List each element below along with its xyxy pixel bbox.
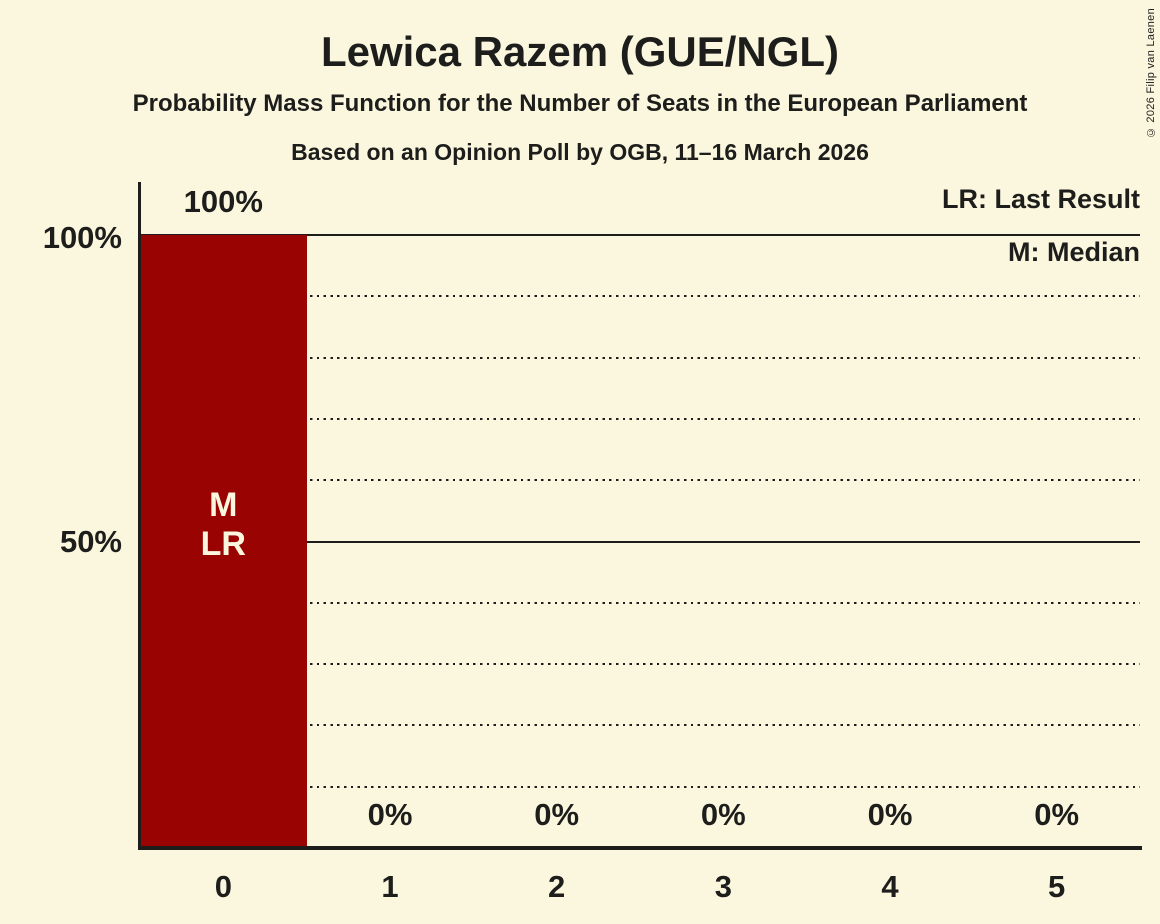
gridline-dotted-80 [140, 356, 1140, 359]
chart-poll-details: Based on an Opinion Poll by OGB, 11–16 M… [291, 139, 869, 165]
chart-title: Lewica Razem (GUE/NGL) [320, 28, 840, 75]
y-axis-label-100: 100% [42, 220, 122, 255]
bar-value-label: 0% [534, 797, 580, 832]
legend-last-result: LR: Last Result [941, 184, 1140, 214]
gridline-dotted-90 [140, 295, 1140, 298]
bar-value-label: 100% [183, 184, 263, 219]
x-tick-label: 2 [548, 869, 566, 904]
copyright-notice: © 2026 Filip van Laenen [1145, 8, 1157, 139]
gridline-dotted-30 [140, 663, 1140, 666]
gridline-dotted-20 [140, 724, 1140, 727]
x-axis-line [138, 846, 1142, 850]
gridline-solid-50 [140, 540, 1140, 543]
y-axis-line [138, 182, 141, 850]
x-tick-label: 5 [1048, 869, 1066, 904]
legend-median: M: Median [1008, 237, 1140, 267]
chart-subtitle: Probability Mass Function for the Number… [132, 90, 1028, 117]
bar-value-label: 0% [1034, 797, 1080, 832]
gridline-dotted-40 [140, 601, 1140, 604]
gridline-dotted-10 [140, 785, 1140, 788]
x-tick-label: 4 [881, 869, 899, 904]
plot-area: M LR 100% 0 0% 1 0% 2 0% 3 0% 4 0% 5 [138, 182, 1142, 902]
bar-value-label: 0% [367, 797, 413, 832]
x-tick-label: 3 [714, 869, 732, 904]
x-tick-label: 1 [381, 869, 399, 904]
y-axis-label-50: 50% [59, 524, 122, 559]
gridline-dotted-60 [140, 479, 1140, 482]
bar-value-label: 0% [700, 797, 746, 832]
gridline-solid-100 [140, 234, 1140, 236]
bar-value-label: 0% [867, 797, 913, 832]
gridline-dotted-70 [140, 417, 1140, 420]
bar-annotation: M LR [200, 486, 246, 564]
x-tick-label: 0 [214, 869, 232, 904]
bar-seats-0: M LR [140, 235, 307, 848]
